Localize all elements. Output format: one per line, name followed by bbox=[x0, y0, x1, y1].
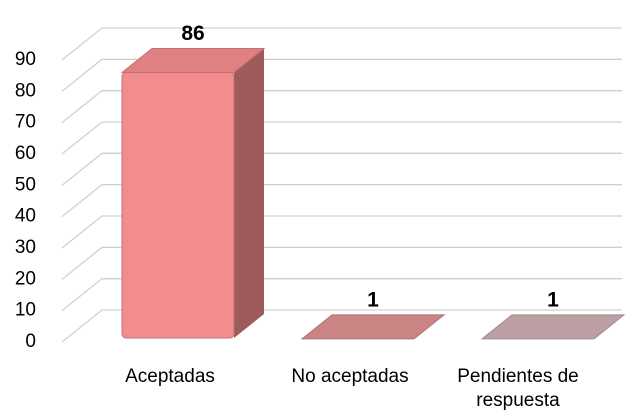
bar-top bbox=[480, 314, 626, 340]
grid-line bbox=[61, 121, 622, 155]
grid-line bbox=[61, 90, 622, 124]
y-tick-label: 70 bbox=[15, 112, 36, 133]
y-tick-label: 80 bbox=[15, 80, 36, 101]
value-label: 86 bbox=[181, 22, 204, 45]
grid-line bbox=[61, 58, 622, 92]
grid-line bbox=[61, 309, 622, 343]
y-tick-label: 30 bbox=[15, 237, 36, 258]
y-tick-label: 20 bbox=[15, 268, 36, 289]
y-tick-label: 50 bbox=[15, 174, 36, 195]
grid-line bbox=[61, 184, 622, 218]
y-tick-label: 60 bbox=[15, 143, 36, 164]
value-label: 1 bbox=[367, 288, 379, 311]
grid-line bbox=[61, 27, 622, 61]
x-tick-label: Pendientes de respuesta bbox=[457, 366, 579, 411]
y-tick-label: 90 bbox=[15, 49, 36, 70]
value-label: 1 bbox=[547, 288, 559, 311]
y-tick-label: 10 bbox=[15, 300, 36, 321]
y-tick-label: 40 bbox=[15, 206, 36, 227]
x-tick-label: No aceptadas bbox=[291, 366, 409, 387]
x-tick-label: Aceptadas bbox=[125, 366, 215, 387]
grid-line bbox=[61, 246, 622, 280]
bar-side bbox=[234, 48, 264, 339]
bar-top bbox=[300, 314, 446, 340]
grid-line bbox=[61, 278, 622, 312]
y-tick-label: 0 bbox=[25, 331, 36, 352]
grid-line bbox=[61, 215, 622, 249]
bar bbox=[121, 72, 235, 339]
grid-line bbox=[61, 152, 622, 186]
